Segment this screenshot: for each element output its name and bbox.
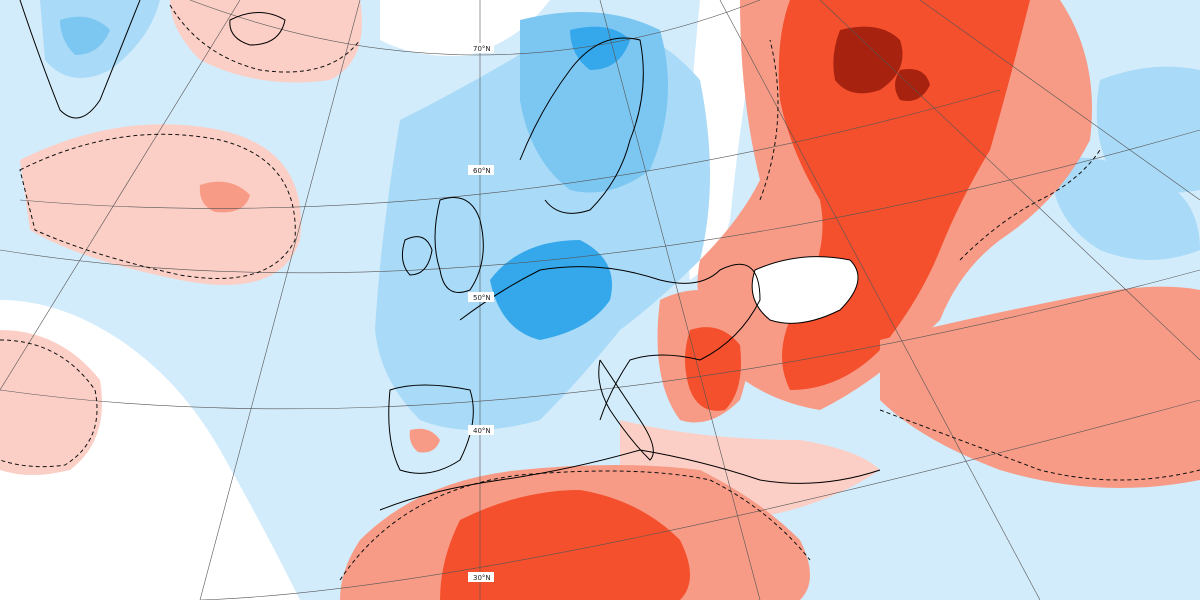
cool-greenland-core <box>60 16 110 56</box>
latitude-line-70 <box>189 0 761 56</box>
latitude-line-60 <box>19 89 1001 209</box>
contour-middle-east <box>879 409 1200 481</box>
label-bg-70 <box>468 43 494 53</box>
lat-label-50: 50°N <box>473 294 491 302</box>
coast-ireland <box>401 236 433 276</box>
lat-label-70: 70°N <box>473 45 491 53</box>
warm-middle-east <box>880 286 1200 488</box>
label-bg-60 <box>468 165 494 175</box>
meridian-7 <box>919 0 1200 201</box>
coast-scandinavia <box>519 37 644 214</box>
coast-iceland <box>229 12 286 46</box>
coast-italy <box>598 359 654 461</box>
anomaly-contours <box>0 4 1200 581</box>
warm-atlantic-core <box>199 181 250 213</box>
coast-britain <box>434 197 484 293</box>
warm-greenland-sea <box>170 0 362 83</box>
latitude-line-30 <box>199 399 1200 600</box>
deep-warm-russia <box>833 26 903 94</box>
meridian-4 <box>0 0 241 391</box>
coast-continental-europe <box>459 263 761 421</box>
warm-iberia-patch <box>409 428 440 453</box>
coast-greenland <box>19 0 141 119</box>
black-sea <box>752 256 858 324</box>
cool-scandinavia <box>520 12 668 193</box>
coast-iberia <box>388 384 474 474</box>
coastlines <box>19 0 881 511</box>
contour-greenland <box>169 4 361 73</box>
cool-east-asia <box>1096 66 1200 193</box>
label-bg-50 <box>468 292 494 302</box>
contour-russia <box>759 39 1101 261</box>
contour-southwest <box>0 339 98 468</box>
meridian-2 <box>199 0 361 600</box>
lat-label-40: 40°N <box>473 427 491 435</box>
latitude-labels: 70°N 60°N 50°N 40°N 30°N <box>468 43 494 582</box>
warm-atlantic-patch <box>20 124 301 286</box>
deep-warm-russia-2 <box>895 69 930 101</box>
cool-caspian-region <box>1050 157 1200 260</box>
neutral-band-north <box>380 0 550 56</box>
lat-label-30: 30°N <box>473 574 491 582</box>
meridian-3 <box>599 0 761 600</box>
strong-cool-scandinavia <box>570 26 630 71</box>
meridian-5 <box>719 0 1041 600</box>
coast-north-africa <box>379 449 881 511</box>
warm-southwest-atlantic <box>0 330 102 475</box>
strong-warm-balkans <box>685 327 741 411</box>
latitude-line-40 <box>0 269 1200 410</box>
lat-label-60: 60°N <box>473 167 491 175</box>
label-bg-30 <box>468 572 494 582</box>
contour-atlantic <box>19 133 296 279</box>
latitude-line-50 <box>0 129 1200 274</box>
label-bg-40 <box>468 425 494 435</box>
coast-black-sea <box>751 256 859 324</box>
strong-warm-north-africa <box>440 490 690 600</box>
meridian-6 <box>819 0 1200 361</box>
contour-north-africa <box>339 470 811 581</box>
strong-cool-germany <box>490 240 612 340</box>
